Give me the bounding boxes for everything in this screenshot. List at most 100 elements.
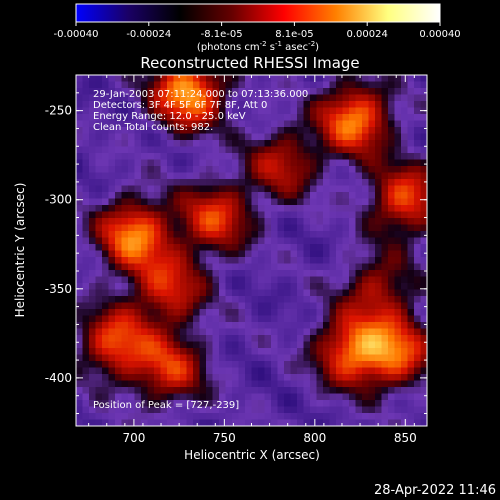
heatmap-cell: [336, 380, 344, 388]
heatmap-cell: [277, 335, 285, 343]
heatmap-cell: [89, 198, 97, 206]
heatmap-cell: [316, 166, 324, 174]
heatmap-cell: [381, 218, 389, 226]
heatmap-cell: [414, 166, 422, 174]
heatmap-cell: [225, 413, 233, 421]
heatmap-cell: [167, 107, 175, 115]
heatmap-cell: [258, 283, 266, 291]
heatmap-cell: [108, 179, 116, 187]
heatmap-cell: [154, 387, 162, 395]
heatmap-cell: [121, 367, 129, 375]
heatmap-cell: [329, 179, 337, 187]
heatmap-cell: [219, 88, 227, 96]
heatmap-cell: [232, 198, 240, 206]
heatmap-cell: [95, 400, 103, 408]
heatmap-cell: [173, 380, 181, 388]
heatmap-cell: [329, 146, 337, 154]
heatmap-cell: [394, 348, 402, 356]
heatmap-cell: [381, 185, 389, 193]
heatmap-cell: [206, 185, 214, 193]
heatmap-cell: [225, 205, 233, 213]
heatmap-cell: [141, 289, 149, 297]
heatmap-cell: [323, 205, 331, 213]
heatmap-cell: [323, 114, 331, 122]
heatmap-cell: [212, 263, 220, 271]
heatmap-cell: [362, 322, 370, 330]
heatmap-cell: [206, 120, 214, 128]
heatmap-cell: [141, 387, 149, 395]
heatmap-cell: [258, 270, 266, 278]
heatmap-cell: [95, 211, 103, 219]
heatmap-cell: [232, 179, 240, 187]
heatmap-cell: [154, 211, 162, 219]
heatmap-cell: [336, 211, 344, 219]
heatmap-cell: [388, 75, 396, 83]
heatmap-cell: [245, 179, 253, 187]
heatmap-cell: [355, 81, 363, 89]
heatmap-cell: [167, 120, 175, 128]
heatmap-cell: [342, 354, 350, 362]
heatmap-cell: [277, 107, 285, 115]
heatmap-cell: [368, 263, 376, 271]
heatmap-cell: [121, 237, 129, 245]
heatmap-cell: [193, 406, 201, 414]
heatmap-cell: [173, 335, 181, 343]
heatmap-cell: [82, 114, 90, 122]
heatmap-cell: [316, 75, 324, 83]
colorbar-tick-label: -8.1e-05: [201, 29, 243, 40]
heatmap-cell: [290, 94, 298, 102]
heatmap-cell: [245, 107, 253, 115]
heatmap-cell: [362, 354, 370, 362]
heatmap-cell: [186, 94, 194, 102]
heatmap-cell: [115, 289, 123, 297]
heatmap-cell: [375, 413, 383, 421]
heatmap-cell: [297, 354, 305, 362]
heatmap-cell: [316, 380, 324, 388]
heatmap-cell: [277, 270, 285, 278]
heatmap-cell: [160, 107, 168, 115]
heatmap-cell: [303, 302, 311, 310]
heatmap-cell: [407, 289, 415, 297]
heatmap-cell: [134, 192, 142, 200]
heatmap-cell: [414, 380, 422, 388]
heatmap-cell: [245, 146, 253, 154]
heatmap-cell: [258, 185, 266, 193]
heatmap-cell: [355, 101, 363, 109]
heatmap-cell: [245, 328, 253, 336]
heatmap-cell: [381, 231, 389, 239]
heatmap-cell: [316, 101, 324, 109]
heatmap-cell: [173, 315, 181, 323]
heatmap-cell: [76, 302, 84, 310]
heatmap-cell: [271, 341, 279, 349]
heatmap-cell: [206, 400, 214, 408]
heatmap-cell: [368, 322, 376, 330]
heatmap-cell: [316, 283, 324, 291]
heatmap-cell: [95, 140, 103, 148]
heatmap-cell: [336, 146, 344, 154]
heatmap-cell: [160, 179, 168, 187]
heatmap-cell: [290, 374, 298, 382]
heatmap-cell: [206, 289, 214, 297]
heatmap-cell: [193, 387, 201, 395]
heatmap-cell: [141, 75, 149, 83]
heatmap-cell: [329, 231, 337, 239]
heatmap-cell: [232, 114, 240, 122]
heatmap-cell: [212, 237, 220, 245]
heatmap-cell: [238, 341, 246, 349]
heatmap-cell: [245, 192, 253, 200]
heatmap-cell: [160, 133, 168, 141]
heatmap-cell: [225, 322, 233, 330]
heatmap-cell: [303, 127, 311, 135]
heatmap-cell: [232, 218, 240, 226]
heatmap-cell: [303, 361, 311, 369]
heatmap-cell: [193, 361, 201, 369]
heatmap-cell: [342, 270, 350, 278]
heatmap-cell: [206, 114, 214, 122]
heatmap-cell: [407, 419, 415, 426]
heatmap-cell: [206, 302, 214, 310]
heatmap-cell: [147, 322, 155, 330]
heatmap-cell: [95, 244, 103, 252]
x-tick-label: 850: [394, 431, 417, 445]
heatmap-cell: [349, 211, 357, 219]
heatmap-cell: [336, 348, 344, 356]
